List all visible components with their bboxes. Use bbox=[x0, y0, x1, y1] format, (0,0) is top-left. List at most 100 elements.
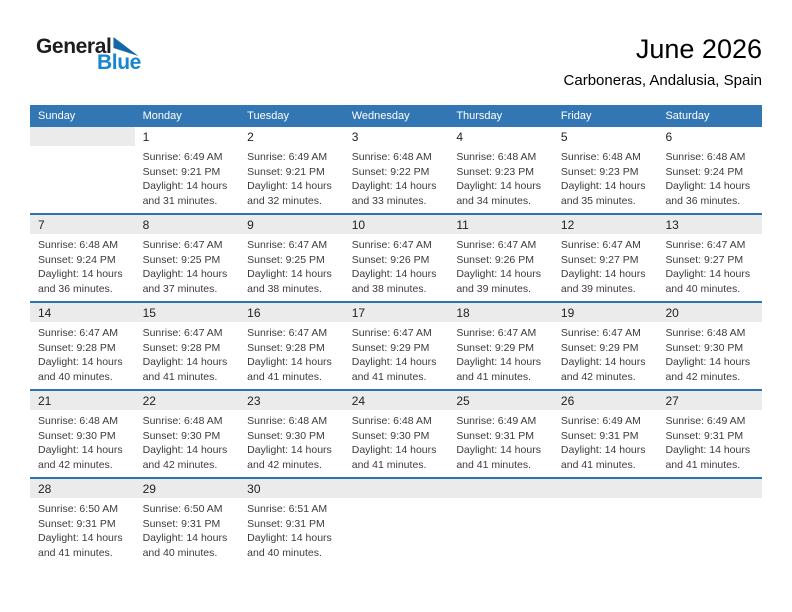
date-band: 2 bbox=[239, 127, 344, 146]
day-info: Sunrise: 6:47 AM Sunset: 9:26 PM Daylight:… bbox=[448, 234, 553, 296]
day-info: Sunrise: 6:48 AM Sunset: 9:23 PM Daylight:… bbox=[448, 146, 553, 208]
daylight-minutes-text: and 41 minutes. bbox=[351, 370, 427, 383]
sunrise-text: Sunrise: 6:48 AM bbox=[38, 415, 118, 427]
sunset-text: Sunset: 9:31 PM bbox=[247, 517, 325, 530]
sunrise-text: Sunrise: 6:48 AM bbox=[247, 415, 328, 427]
date-number: 12 bbox=[560, 218, 575, 232]
date-number: 14 bbox=[38, 306, 52, 320]
daylight-hours-text: Daylight: 14 hours bbox=[560, 356, 646, 369]
day-cell: 28 Sunrise: 6:50 AM Sunset: 9:31 PM Daylig… bbox=[30, 479, 135, 565]
day-cell: 2 Sunrise: 6:49 AM Sunset: 9:21 PM Dayligh… bbox=[239, 127, 344, 213]
sunset-text: Sunset: 9:23 PM bbox=[456, 165, 534, 178]
date-band: 23 bbox=[239, 391, 344, 410]
weekday-header-thursday: Thursday bbox=[456, 110, 503, 122]
date-number: 13 bbox=[665, 218, 679, 232]
day-info: Sunrise: 6:48 AM Sunset: 9:22 PM Daylight:… bbox=[344, 146, 449, 208]
day-cell bbox=[343, 479, 449, 565]
sunrise-text: Sunrise: 6:47 AM bbox=[38, 327, 118, 339]
date-band bbox=[657, 479, 763, 498]
date-number: 6 bbox=[665, 130, 673, 144]
date-band: 18 bbox=[448, 303, 553, 322]
date-band: 15 bbox=[134, 303, 240, 322]
weekday-header-tuesday: Tuesday bbox=[247, 110, 289, 122]
sunset-text: Sunset: 9:30 PM bbox=[142, 429, 221, 442]
daylight-minutes-text: and 33 minutes. bbox=[351, 194, 427, 207]
daylight-minutes-text: and 41 minutes. bbox=[351, 458, 427, 471]
sunrise-text: Sunrise: 6:48 AM bbox=[665, 151, 746, 163]
sunrise-text: Sunrise: 6:47 AM bbox=[247, 239, 328, 251]
day-cell: 17 Sunrise: 6:47 AM Sunset: 9:29 PM Daylig… bbox=[343, 303, 449, 389]
daylight-hours-text: Daylight: 14 hours bbox=[351, 356, 437, 369]
day-cell: 19 Sunrise: 6:47 AM Sunset: 9:29 PM Daylig… bbox=[552, 303, 658, 389]
day-cell: 18 Sunrise: 6:47 AM Sunset: 9:29 PM Daylig… bbox=[448, 303, 553, 389]
daylight-minutes-text: and 41 minutes. bbox=[142, 370, 218, 383]
daylight-hours-text: Daylight: 14 hours bbox=[142, 532, 228, 545]
daylight-minutes-text: and 37 minutes. bbox=[142, 282, 218, 295]
daylight-hours-text: Daylight: 14 hours bbox=[247, 180, 332, 193]
day-info: Sunrise: 6:47 AM Sunset: 9:28 PM Daylight:… bbox=[30, 322, 135, 384]
date-band: 13 bbox=[657, 215, 763, 234]
logo-text-blue: Blue bbox=[97, 51, 141, 74]
day-info: Sunrise: 6:47 AM Sunset: 9:26 PM Daylight:… bbox=[344, 234, 449, 296]
date-number: 27 bbox=[665, 394, 679, 408]
daylight-hours-text: Daylight: 14 hours bbox=[456, 356, 541, 369]
date-band bbox=[343, 479, 449, 498]
date-band: 20 bbox=[657, 303, 763, 322]
day-info bbox=[30, 146, 135, 150]
week-row: 1 Sunrise: 6:49 AM Sunset: 9:21 PM Dayligh… bbox=[30, 127, 763, 213]
day-cell: 9 Sunrise: 6:47 AM Sunset: 9:25 PM Dayligh… bbox=[239, 215, 344, 301]
day-info: Sunrise: 6:48 AM Sunset: 9:24 PM Daylight:… bbox=[30, 234, 135, 296]
date-number: 9 bbox=[247, 218, 254, 232]
date-band: 11 bbox=[448, 215, 553, 234]
sunset-text: Sunset: 9:29 PM bbox=[351, 341, 430, 354]
day-cell: 4 Sunrise: 6:48 AM Sunset: 9:23 PM Dayligh… bbox=[448, 127, 553, 213]
daylight-hours-text: Daylight: 14 hours bbox=[38, 356, 123, 369]
day-cell: 6 Sunrise: 6:48 AM Sunset: 9:24 PM Dayligh… bbox=[657, 127, 763, 213]
date-band: 6 bbox=[657, 127, 763, 146]
daylight-minutes-text: and 40 minutes. bbox=[142, 546, 218, 559]
day-info: Sunrise: 6:47 AM Sunset: 9:27 PM Daylight:… bbox=[657, 234, 762, 296]
daylight-minutes-text: and 39 minutes. bbox=[560, 282, 636, 295]
sunrise-text: Sunrise: 6:48 AM bbox=[142, 415, 223, 427]
day-cell: 27 Sunrise: 6:49 AM Sunset: 9:31 PM Daylig… bbox=[657, 391, 763, 477]
daylight-hours-text: Daylight: 14 hours bbox=[456, 180, 541, 193]
date-number: 21 bbox=[38, 394, 52, 408]
day-info: Sunrise: 6:47 AM Sunset: 9:29 PM Daylight:… bbox=[553, 322, 658, 384]
week-row: 28 Sunrise: 6:50 AM Sunset: 9:31 PM Daylig… bbox=[30, 477, 763, 565]
date-band: 4 bbox=[448, 127, 553, 146]
daylight-hours-text: Daylight: 14 hours bbox=[351, 268, 437, 281]
daylight-minutes-text: and 31 minutes. bbox=[142, 194, 218, 207]
date-number: 17 bbox=[351, 306, 366, 320]
daylight-hours-text: Daylight: 14 hours bbox=[351, 444, 437, 457]
day-info: Sunrise: 6:50 AM Sunset: 9:31 PM Daylight:… bbox=[135, 498, 240, 560]
sunset-text: Sunset: 9:21 PM bbox=[142, 165, 221, 178]
day-cell: 24 Sunrise: 6:48 AM Sunset: 9:30 PM Daylig… bbox=[343, 391, 449, 477]
week-row: 7 Sunrise: 6:48 AM Sunset: 9:24 PM Dayligh… bbox=[30, 213, 763, 301]
date-number: 1 bbox=[142, 130, 150, 144]
daylight-minutes-text: and 42 minutes. bbox=[247, 458, 322, 471]
sunset-text: Sunset: 9:28 PM bbox=[38, 341, 116, 354]
date-number: 20 bbox=[665, 306, 679, 320]
daylight-hours-text: Daylight: 14 hours bbox=[38, 444, 123, 457]
sunset-text: Sunset: 9:30 PM bbox=[351, 429, 430, 442]
sunset-text: Sunset: 9:30 PM bbox=[665, 341, 744, 354]
date-number: 7 bbox=[38, 218, 45, 232]
daylight-minutes-text: and 42 minutes. bbox=[38, 458, 113, 471]
date-band bbox=[552, 479, 658, 498]
day-cell: 30 Sunrise: 6:51 AM Sunset: 9:31 PM Daylig… bbox=[239, 479, 344, 565]
day-info: Sunrise: 6:48 AM Sunset: 9:24 PM Daylight:… bbox=[657, 146, 762, 208]
date-number: 23 bbox=[247, 394, 261, 408]
day-cell: 11 Sunrise: 6:47 AM Sunset: 9:26 PM Daylig… bbox=[448, 215, 553, 301]
day-cell bbox=[448, 479, 553, 565]
daylight-minutes-text: and 34 minutes. bbox=[456, 194, 532, 207]
date-number: 19 bbox=[560, 306, 575, 320]
location-subtitle: Carboneras, Andalusia, Spain bbox=[563, 72, 762, 89]
day-cell: 3 Sunrise: 6:48 AM Sunset: 9:22 PM Dayligh… bbox=[343, 127, 449, 213]
day-info: Sunrise: 6:47 AM Sunset: 9:25 PM Daylight:… bbox=[239, 234, 344, 296]
sunrise-text: Sunrise: 6:47 AM bbox=[142, 327, 223, 339]
day-cell: 16 Sunrise: 6:47 AM Sunset: 9:28 PM Daylig… bbox=[239, 303, 344, 389]
day-cell bbox=[30, 127, 135, 213]
day-cell: 7 Sunrise: 6:48 AM Sunset: 9:24 PM Dayligh… bbox=[30, 215, 135, 301]
sunrise-text: Sunrise: 6:48 AM bbox=[38, 239, 118, 251]
sunrise-text: Sunrise: 6:47 AM bbox=[456, 239, 537, 251]
